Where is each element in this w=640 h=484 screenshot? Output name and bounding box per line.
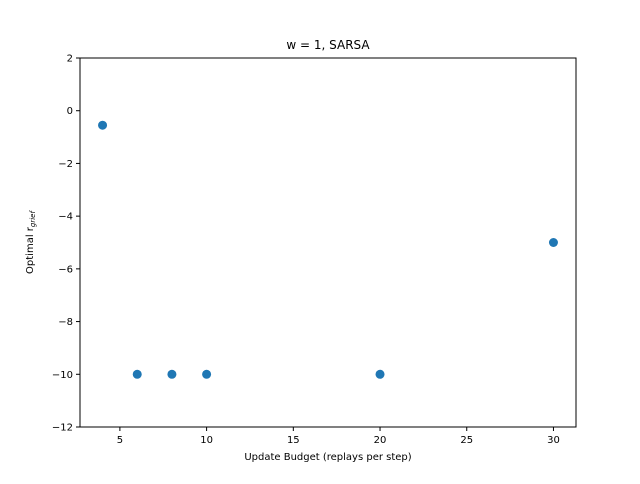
plot-area [80, 58, 576, 427]
y-tick-label: −10 [52, 370, 73, 381]
y-tick-label: −2 [58, 159, 73, 170]
x-axis-label: Update Budget (replays per step) [244, 452, 411, 463]
x-tick-label: 5 [117, 435, 123, 446]
y-tick-label: −12 [52, 423, 73, 434]
y-tick-label: −4 [58, 212, 73, 223]
data-point [548, 238, 558, 247]
y-axis-ticks: −12 −10 −8 −6 −4 −2 0 2 [52, 54, 80, 434]
x-tick-label: 20 [374, 435, 387, 446]
chart-title: w = 1, SARSA [286, 38, 370, 52]
x-tick-label: 15 [287, 435, 300, 446]
data-point [202, 369, 212, 379]
data-point [167, 369, 177, 379]
y-tick-label: 2 [67, 54, 73, 65]
data-point [98, 120, 108, 130]
y-tick-label: −6 [58, 264, 73, 275]
data-point [132, 369, 142, 379]
y-axis-label-main: Optimal r [25, 226, 36, 274]
x-tick-label: 30 [547, 435, 560, 446]
y-axis-label: Optimal rgrief [25, 210, 37, 274]
x-tick-label: 25 [460, 435, 473, 446]
y-tick-label: 0 [67, 106, 73, 117]
data-points [98, 120, 558, 379]
x-tick-label: 10 [200, 435, 213, 446]
y-tick-label: −8 [58, 317, 73, 328]
x-axis-ticks: 5 10 15 20 25 30 [117, 427, 560, 446]
plot-frame [79, 57, 577, 428]
y-axis-label-subscript: grief [29, 210, 37, 228]
data-point [375, 369, 385, 379]
